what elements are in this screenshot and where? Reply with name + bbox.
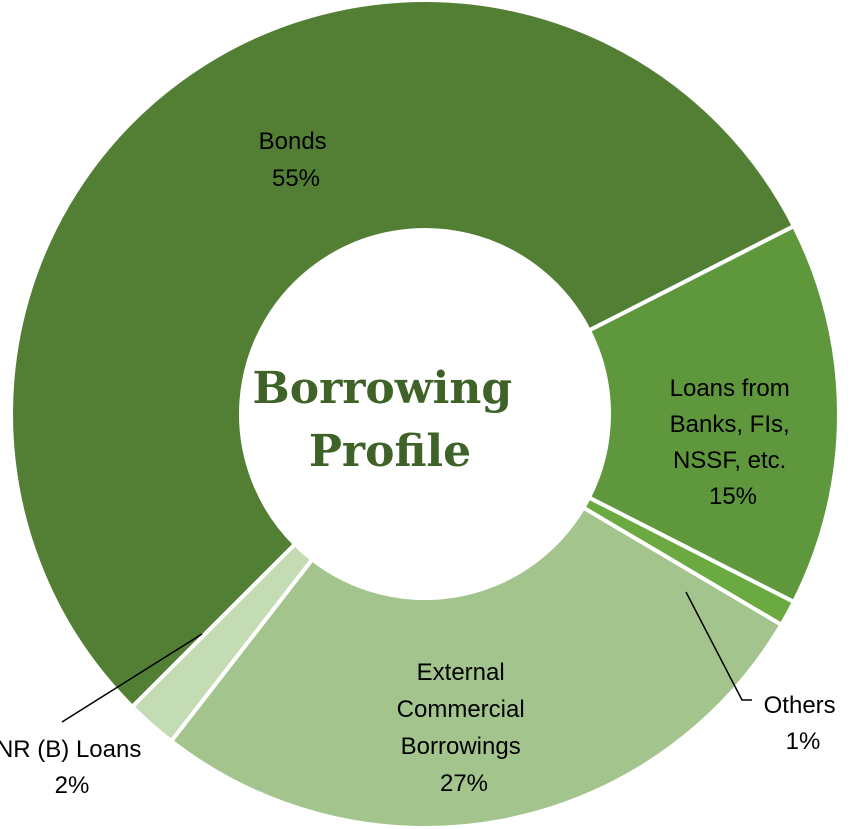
slice-label-others: Others 1% xyxy=(764,692,843,755)
leader-line-others xyxy=(685,591,752,701)
donut-slice-bonds xyxy=(9,0,797,710)
slices-layer xyxy=(9,0,841,829)
slice-label-bonds: Bonds 55% xyxy=(259,128,334,192)
donut-slice-external-commercial-borrowings xyxy=(168,504,785,829)
leader-line-nr-b-loans xyxy=(61,633,203,723)
center-title: Borrowing Profile xyxy=(253,363,528,477)
center-title-text: Borrowing Profile xyxy=(253,363,528,477)
labels-layer: Loans from Banks, FIs, NSSF, etc. 15% Ot… xyxy=(0,128,843,799)
donut-slice-loans-from-banks-fis-nssf-etc xyxy=(586,223,841,605)
slice-label-loans-from-banks: Loans from Banks, FIs, NSSF, etc. 15% xyxy=(670,375,797,510)
leader-lines-layer xyxy=(61,591,752,723)
slice-label-nr-b-loans: NR (B) Loans 2% xyxy=(0,736,148,799)
slice-label-external-commercial-borrowings: External Commercial Borrowings 27% xyxy=(397,659,532,797)
